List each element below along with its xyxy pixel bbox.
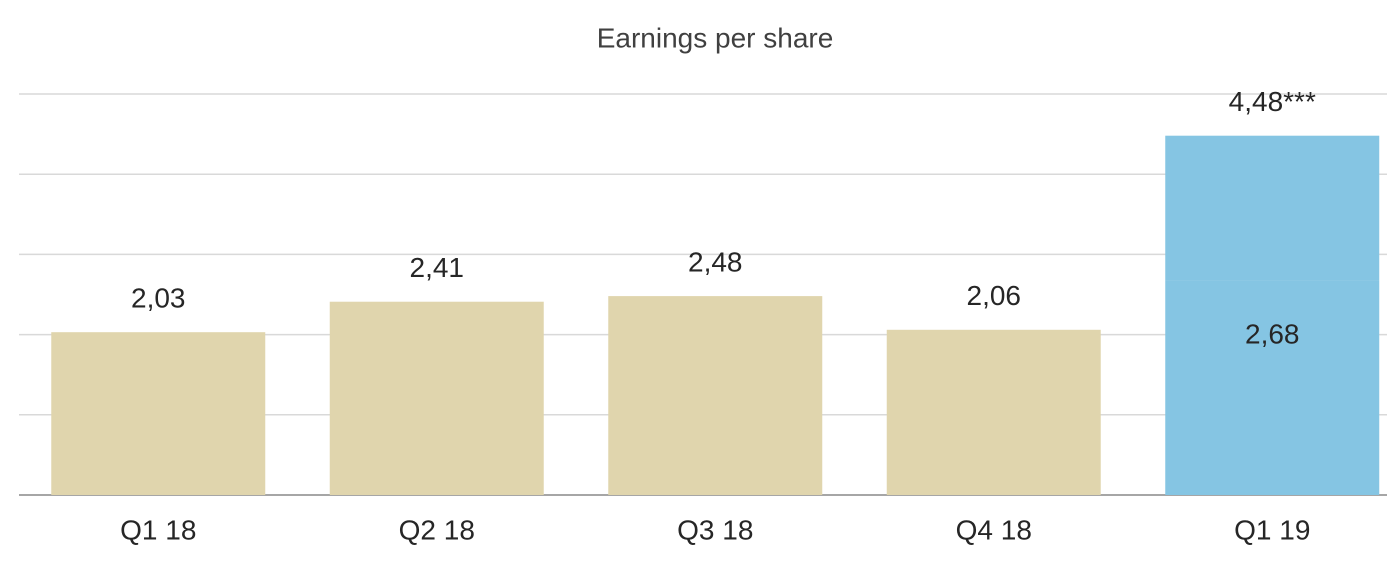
data-label: 2,03 — [131, 283, 186, 314]
bar — [608, 296, 823, 495]
data-label: 2,68 — [1245, 318, 1300, 349]
x-tick-label: Q2 18 — [399, 514, 475, 545]
annotation: 4,48*** — [1229, 86, 1316, 117]
x-tick-label: Q1 19 — [1234, 514, 1310, 545]
bar — [51, 332, 266, 495]
x-tick-label: Q3 18 — [677, 514, 753, 545]
bar — [886, 329, 1101, 495]
bar — [1165, 280, 1380, 495]
data-label: 2,06 — [967, 280, 1022, 311]
data-label: 2,41 — [410, 252, 465, 283]
x-tick-label: Q1 18 — [120, 514, 196, 545]
chart-title: Earnings per share — [597, 22, 834, 53]
bar — [1165, 135, 1380, 281]
bar — [329, 301, 544, 495]
x-tick-label: Q4 18 — [956, 514, 1032, 545]
data-label: 2,48 — [688, 246, 743, 277]
